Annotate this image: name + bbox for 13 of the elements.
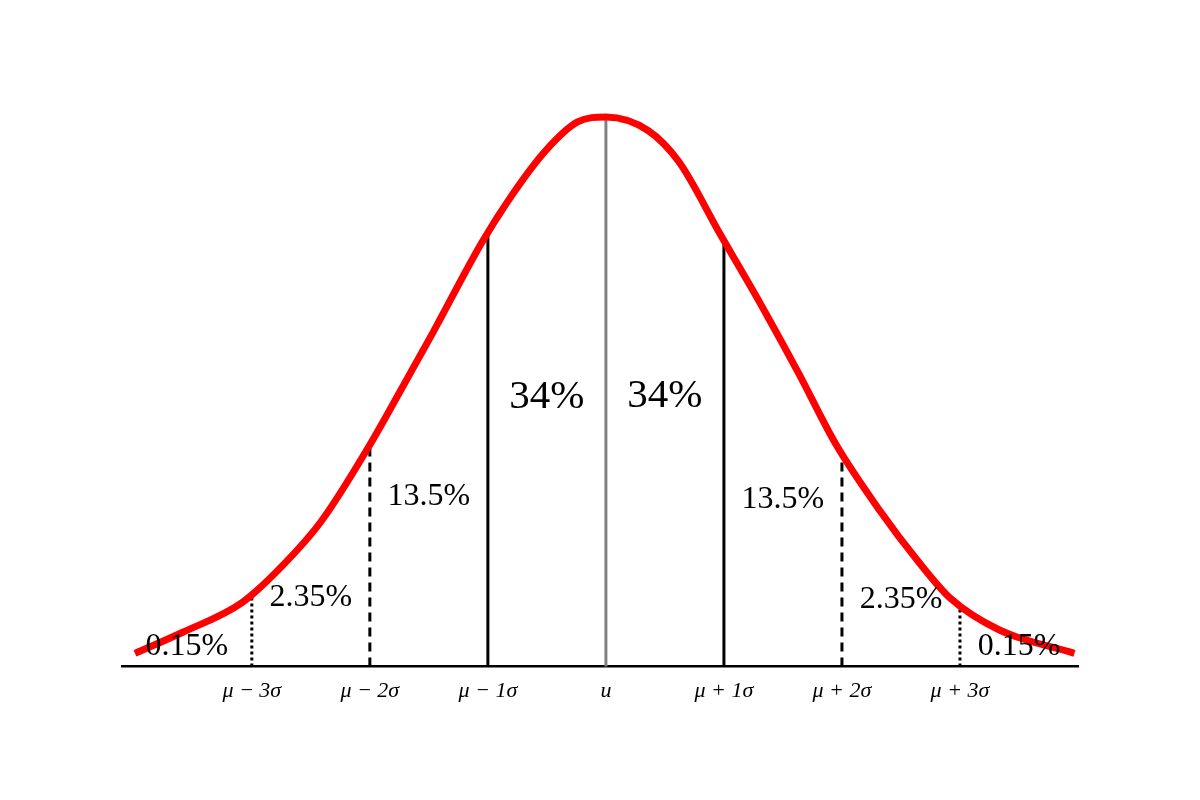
annotation: 34% (509, 371, 585, 418)
x-tick-label: μ + 3σ (929, 676, 991, 702)
x-tick-label: μ − 2σ (339, 676, 401, 702)
annotation: 13.5% (387, 476, 471, 513)
x-tick-label: u (600, 676, 612, 702)
x-tick-label: μ − 3σ (221, 676, 283, 702)
x-tick-label: μ − 1σ (457, 676, 519, 702)
annotation: 2.35% (859, 579, 943, 616)
annotation: 2.35% (269, 576, 353, 613)
annotation: 13.5% (741, 478, 825, 515)
x-tick-label: μ + 1σ (693, 676, 755, 702)
annotation: 34% (627, 370, 703, 417)
x-tick-label: μ + 2σ (811, 676, 873, 702)
